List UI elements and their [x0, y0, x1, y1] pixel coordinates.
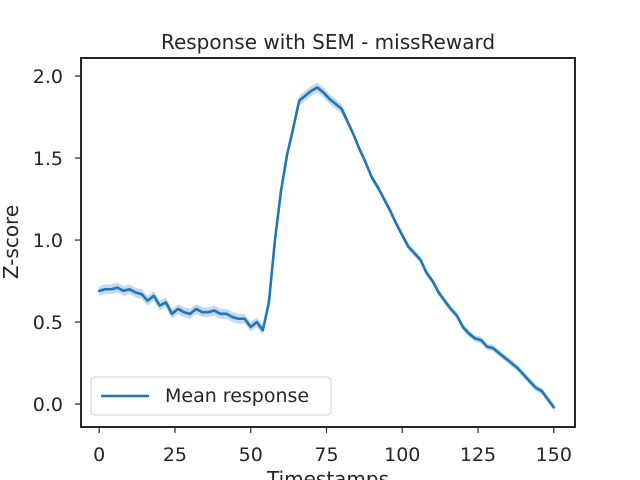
x-tick-label: 125 [460, 444, 496, 466]
x-axis-label: Timestamps [266, 467, 389, 480]
plot-frame [80, 57, 576, 428]
x-tick-label: 150 [536, 444, 572, 466]
y-axis-label: Z-score [0, 205, 23, 279]
x-tick-label: 25 [163, 444, 187, 466]
y-axis-ticks: 0.0 0.5 1.0 1.5 2.0 [33, 66, 81, 416]
x-tick-label: 50 [239, 444, 263, 466]
y-tick-label: 1.5 [33, 148, 63, 170]
y-tick-label: 2.0 [33, 66, 63, 88]
legend-box [90, 376, 332, 416]
x-tick-label: 0 [93, 444, 105, 466]
x-tick-label: 75 [314, 444, 338, 466]
plot-area [97, 82, 556, 411]
x-tick-label: 100 [384, 444, 420, 466]
sem-band [99, 82, 554, 411]
legend-label: Mean response [165, 385, 309, 407]
mean-response-line [97, 86, 556, 409]
x-axis-ticks: 0 25 50 75 100 125 150 [93, 427, 572, 466]
y-tick-label: 1.0 [33, 230, 63, 252]
chart-title: Response with SEM - missReward [161, 30, 495, 54]
y-tick-label: 0.5 [33, 312, 63, 334]
y-tick-label: 0.0 [33, 394, 63, 416]
legend: Mean response [90, 376, 332, 416]
